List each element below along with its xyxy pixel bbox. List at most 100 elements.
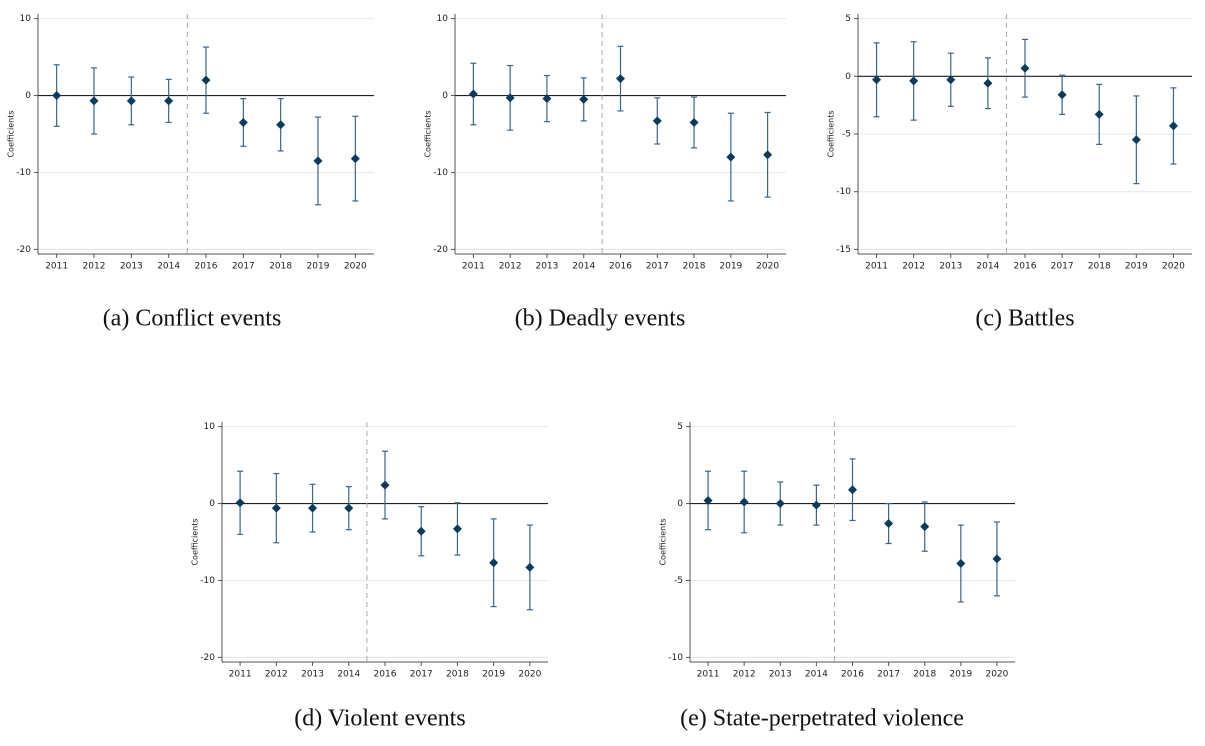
- point-marker: [542, 94, 552, 104]
- x-tick-label: 2013: [301, 670, 324, 680]
- point-marker: [271, 503, 281, 513]
- point-marker: [380, 480, 390, 490]
- y-tick-label: -10: [668, 653, 683, 663]
- x-tick-label: 2020: [756, 262, 779, 272]
- y-axis-label: Coefficients: [424, 110, 433, 157]
- point-marker: [775, 499, 785, 509]
- x-tick-label: 2020: [518, 670, 541, 680]
- y-tick-label: 0: [25, 91, 31, 101]
- x-tick-label: 2018: [683, 262, 706, 272]
- chart-caption: (c) Battles: [975, 306, 1074, 332]
- x-tick-label: 2019: [949, 670, 972, 680]
- y-axis-label: Coefficients: [827, 110, 836, 157]
- x-tick-label: 2017: [646, 262, 669, 272]
- y-tick-label: 0: [209, 499, 215, 509]
- x-tick-label: 2017: [410, 670, 433, 680]
- x-tick-label: 2014: [805, 670, 828, 680]
- x-tick-label: 2016: [1014, 262, 1037, 272]
- point-marker: [739, 497, 749, 507]
- x-tick-label: 2013: [120, 262, 143, 272]
- chart-caption: (d) Violent events: [294, 706, 465, 732]
- point-marker: [201, 75, 211, 85]
- x-tick-label: 2017: [232, 262, 255, 272]
- x-tick-label: 2018: [1088, 262, 1111, 272]
- x-tick-label: 2013: [769, 670, 792, 680]
- point-marker: [872, 75, 882, 85]
- point-marker: [920, 522, 930, 532]
- point-marker: [616, 74, 625, 84]
- x-tick-label: 2012: [265, 670, 288, 680]
- x-tick-label: 2018: [446, 670, 469, 680]
- y-tick-label: 0: [442, 91, 448, 101]
- point-marker: [946, 75, 956, 85]
- y-tick-label: -20: [16, 245, 31, 255]
- point-marker: [126, 96, 136, 106]
- x-tick-label: 2014: [976, 262, 999, 272]
- point-marker: [235, 498, 245, 508]
- x-tick-label: 2019: [307, 262, 330, 272]
- point-marker: [1057, 90, 1067, 100]
- x-tick-label: 2012: [902, 262, 925, 272]
- x-tick-label: 2019: [482, 670, 505, 680]
- point-marker: [452, 524, 462, 534]
- point-marker: [1020, 63, 1030, 73]
- x-tick-label: 2011: [229, 670, 252, 680]
- y-tick-label: 0: [677, 499, 683, 509]
- x-tick-label: 2011: [462, 262, 485, 272]
- x-tick-label: 2020: [1162, 262, 1185, 272]
- point-marker: [909, 76, 919, 86]
- x-tick-label: 2014: [157, 262, 180, 272]
- point-marker: [238, 117, 248, 127]
- point-marker: [89, 96, 99, 106]
- y-tick-label: 10: [437, 14, 449, 24]
- point-marker: [983, 78, 993, 88]
- point-marker: [1168, 121, 1178, 131]
- y-tick-label: -15: [836, 245, 851, 255]
- point-marker: [1131, 135, 1141, 145]
- y-axis-label: Coefficients: [191, 518, 200, 565]
- point-marker: [848, 485, 857, 495]
- point-marker: [1094, 109, 1104, 119]
- point-marker: [726, 152, 736, 162]
- point-marker: [164, 96, 174, 106]
- point-marker: [811, 500, 821, 510]
- point-marker: [276, 120, 286, 130]
- point-marker: [992, 554, 1002, 564]
- point-marker: [652, 116, 662, 126]
- point-marker: [505, 93, 515, 103]
- y-tick-label: -10: [836, 187, 851, 197]
- y-tick-label: 10: [20, 14, 32, 24]
- x-tick-label: 2019: [719, 262, 742, 272]
- x-tick-label: 2011: [697, 670, 720, 680]
- point-marker: [956, 559, 966, 569]
- x-tick-label: 2016: [841, 670, 864, 680]
- point-marker: [308, 503, 318, 513]
- point-marker: [416, 526, 426, 536]
- y-tick-label: 10: [204, 422, 216, 432]
- chart-caption: (e) State-perpetrated violence: [680, 706, 964, 732]
- x-tick-label: 2020: [985, 670, 1008, 680]
- y-tick-label: -10: [16, 168, 31, 178]
- point-marker: [689, 117, 699, 127]
- point-marker: [703, 495, 713, 505]
- y-tick-label: -20: [200, 653, 215, 663]
- point-marker: [489, 558, 499, 568]
- y-tick-label: -10: [200, 576, 215, 586]
- y-axis-label: Coefficients: [7, 110, 16, 157]
- point-marker: [579, 94, 589, 104]
- y-axis-label: Coefficients: [659, 518, 668, 565]
- chart-caption: (a) Conflict events: [103, 306, 282, 332]
- y-tick-label: -5: [674, 576, 683, 586]
- point-marker: [344, 503, 354, 513]
- point-marker: [52, 91, 62, 101]
- x-tick-label: 2011: [865, 262, 888, 272]
- x-tick-label: 2014: [572, 262, 595, 272]
- y-tick-label: 5: [845, 14, 851, 24]
- x-tick-label: 2014: [337, 670, 360, 680]
- point-marker: [313, 156, 323, 166]
- x-tick-label: 2018: [913, 670, 936, 680]
- x-tick-label: 2016: [195, 262, 218, 272]
- x-tick-label: 2017: [1051, 262, 1074, 272]
- x-tick-label: 2012: [83, 262, 106, 272]
